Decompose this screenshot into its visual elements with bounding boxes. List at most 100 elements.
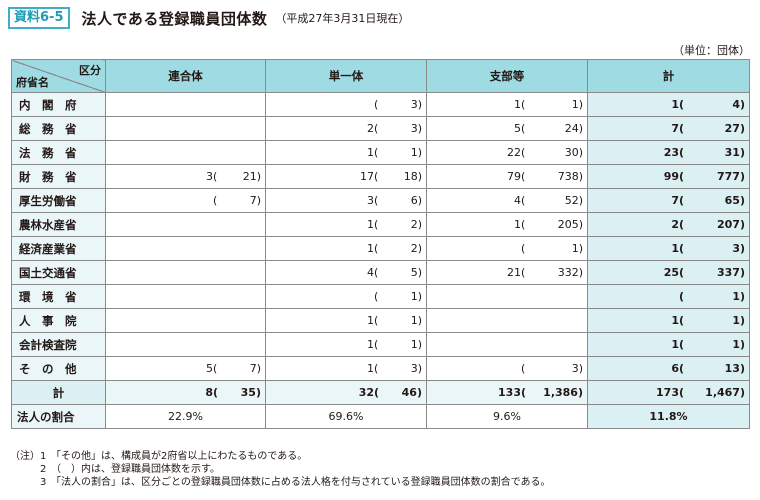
cell-registered-count: 4 [732,98,740,111]
cell-registered-count: 3 [410,362,418,375]
cell-registered-count: 21 [242,170,257,183]
row-header-ministry: 財 務 省 [11,164,106,189]
cell-total: 7(27) [587,116,750,141]
cell-registered-count: 205 [557,218,579,231]
cell-registered-count: 7 [249,194,257,207]
cell-value: 3 [367,194,374,207]
cell-value: 21 [507,266,521,279]
cell-registered-count: 1 [732,338,740,351]
cell-single: 2(3) [265,116,427,141]
cell-registered-count: 3 [410,98,418,111]
cell-registered-count: 207 [717,218,740,231]
cell-registered-count: 337 [717,266,740,279]
cell-single: (3) [265,92,427,117]
ratio-cell-single: 69.6% [265,404,427,429]
cell-total: 2(207) [587,212,750,237]
footnote-number: 1 [40,451,47,462]
cell-total: 7(65) [587,188,750,213]
cell-value: 1 [514,98,521,111]
cell-value: 7 [671,122,679,135]
cell-total: 1(4) [587,92,750,117]
table-row: 財 務 省 3(21) 17(18) 79(738) 99(777) [11,164,750,189]
cell-registered-count: 1,467 [705,386,740,399]
cell-registered-count: 3 [410,122,418,135]
cell-registered-count: 35 [240,386,256,399]
cell-branch: 5(24) [426,116,588,141]
header-row: 区分 府省名 連合体 単一体 支部等 計 [11,59,750,93]
row-header-ministry: 会計検査院 [11,332,106,357]
footnote-label: （注） [10,451,40,462]
row-header-ministry: 農林水産省 [11,212,106,237]
unit-label: （単位：団体） [673,44,750,57]
cell-registered-count: 1 [571,242,579,255]
cell-value: 1 [367,314,374,327]
cell-federation: 5(7) [105,356,266,381]
cell-registered-count: 1 [732,314,740,327]
cell-registered-count: 6 [410,194,418,207]
cell-value: 99 [663,170,679,183]
row-header-ministry: 国土交通省 [11,260,106,285]
row-header-ministry: 厚生労働省 [11,188,106,213]
table-row: 法 務 省 1(1) 22(30) 23(31) [11,140,750,165]
cell-branch: (3) [426,356,588,381]
cell-registered-count: 332 [557,266,579,279]
cell-value: 4 [367,266,374,279]
ratio-cell-federation: 22.9% [105,404,266,429]
cell-value: 1 [367,362,374,375]
cell-registered-count: 1 [410,146,418,159]
row-header-ministry: 内 閣 府 [11,92,106,117]
cell-registered-count: 1 [410,314,418,327]
cell-value: 23 [663,146,679,159]
document-badge: 資料6-5 [8,7,70,29]
table-row: 環 境 省 (1) (1) [11,284,750,309]
cell-total: (1) [587,284,750,309]
cell-total: 99(777) [587,164,750,189]
cell-value: 1 [367,146,374,159]
cell-federation [105,332,266,357]
cell-federation: 8(35) [105,380,266,405]
cell-registered-count: 2 [410,218,418,231]
cell-value: 1 [671,338,679,351]
cell-branch: 1(1) [426,92,588,117]
column-header-single: 単一体 [265,59,427,93]
cell-registered-count: 1 [410,290,418,303]
cell-value: 7 [671,194,679,207]
footnote-number: 3 [40,477,47,488]
cell-single: 17(18) [265,164,427,189]
cell-value: 4 [514,194,521,207]
cell-registered-count: 3 [571,362,579,375]
footnotes: （注） 1 「その他」は、構成員が2府省以上にわたるものである。 2 （ ）内は… [10,450,551,489]
cell-value: 133 [498,386,521,399]
table-row: 農林水産省 1(2) 1(205) 2(207) [11,212,750,237]
cell-value: 8 [205,386,213,399]
cell-branch: 1(205) [426,212,588,237]
page-subtitle: （平成27年3月31日現在） [275,12,410,25]
cell-registered-count: 24 [564,122,579,135]
cell-federation [105,212,266,237]
cell-value: 1 [367,218,374,231]
table-row: 会計検査院 1(1) 1(1) [11,332,750,357]
cell-registered-count: 2 [410,242,418,255]
cell-federation [105,260,266,285]
footnote-number: 2 [40,464,47,475]
cell-single: 1(2) [265,236,427,261]
cell-value: 17 [360,170,374,183]
page-title: 法人である登録職員団体数 [81,9,268,28]
cell-registered-count: 31 [724,146,740,159]
cell-registered-count: 52 [564,194,579,207]
row-header-ministry: そ の 他 [11,356,106,381]
cell-value: 6 [671,362,679,375]
cell-total: 6(13) [587,356,750,381]
cell-registered-count: 27 [724,122,740,135]
table-row: そ の 他 5(7) 1(3)(3) 6(13) [11,356,750,381]
cell-value: 2 [367,122,374,135]
cell-registered-count: 30 [564,146,579,159]
cell-value: 1 [367,242,374,255]
ratio-cell-total: 11.8% [587,404,750,429]
title-row: 資料6-5 法人である登録職員団体数 （平成27年3月31日現在） [8,7,409,29]
cell-single: 1(3) [265,356,427,381]
cell-federation: (7) [105,188,266,213]
cell-value: 1 [671,314,679,327]
ratio-row: 法人の割合 22.9% 69.6% 9.6% 11.8% [11,404,750,429]
cell-federation [105,92,266,117]
